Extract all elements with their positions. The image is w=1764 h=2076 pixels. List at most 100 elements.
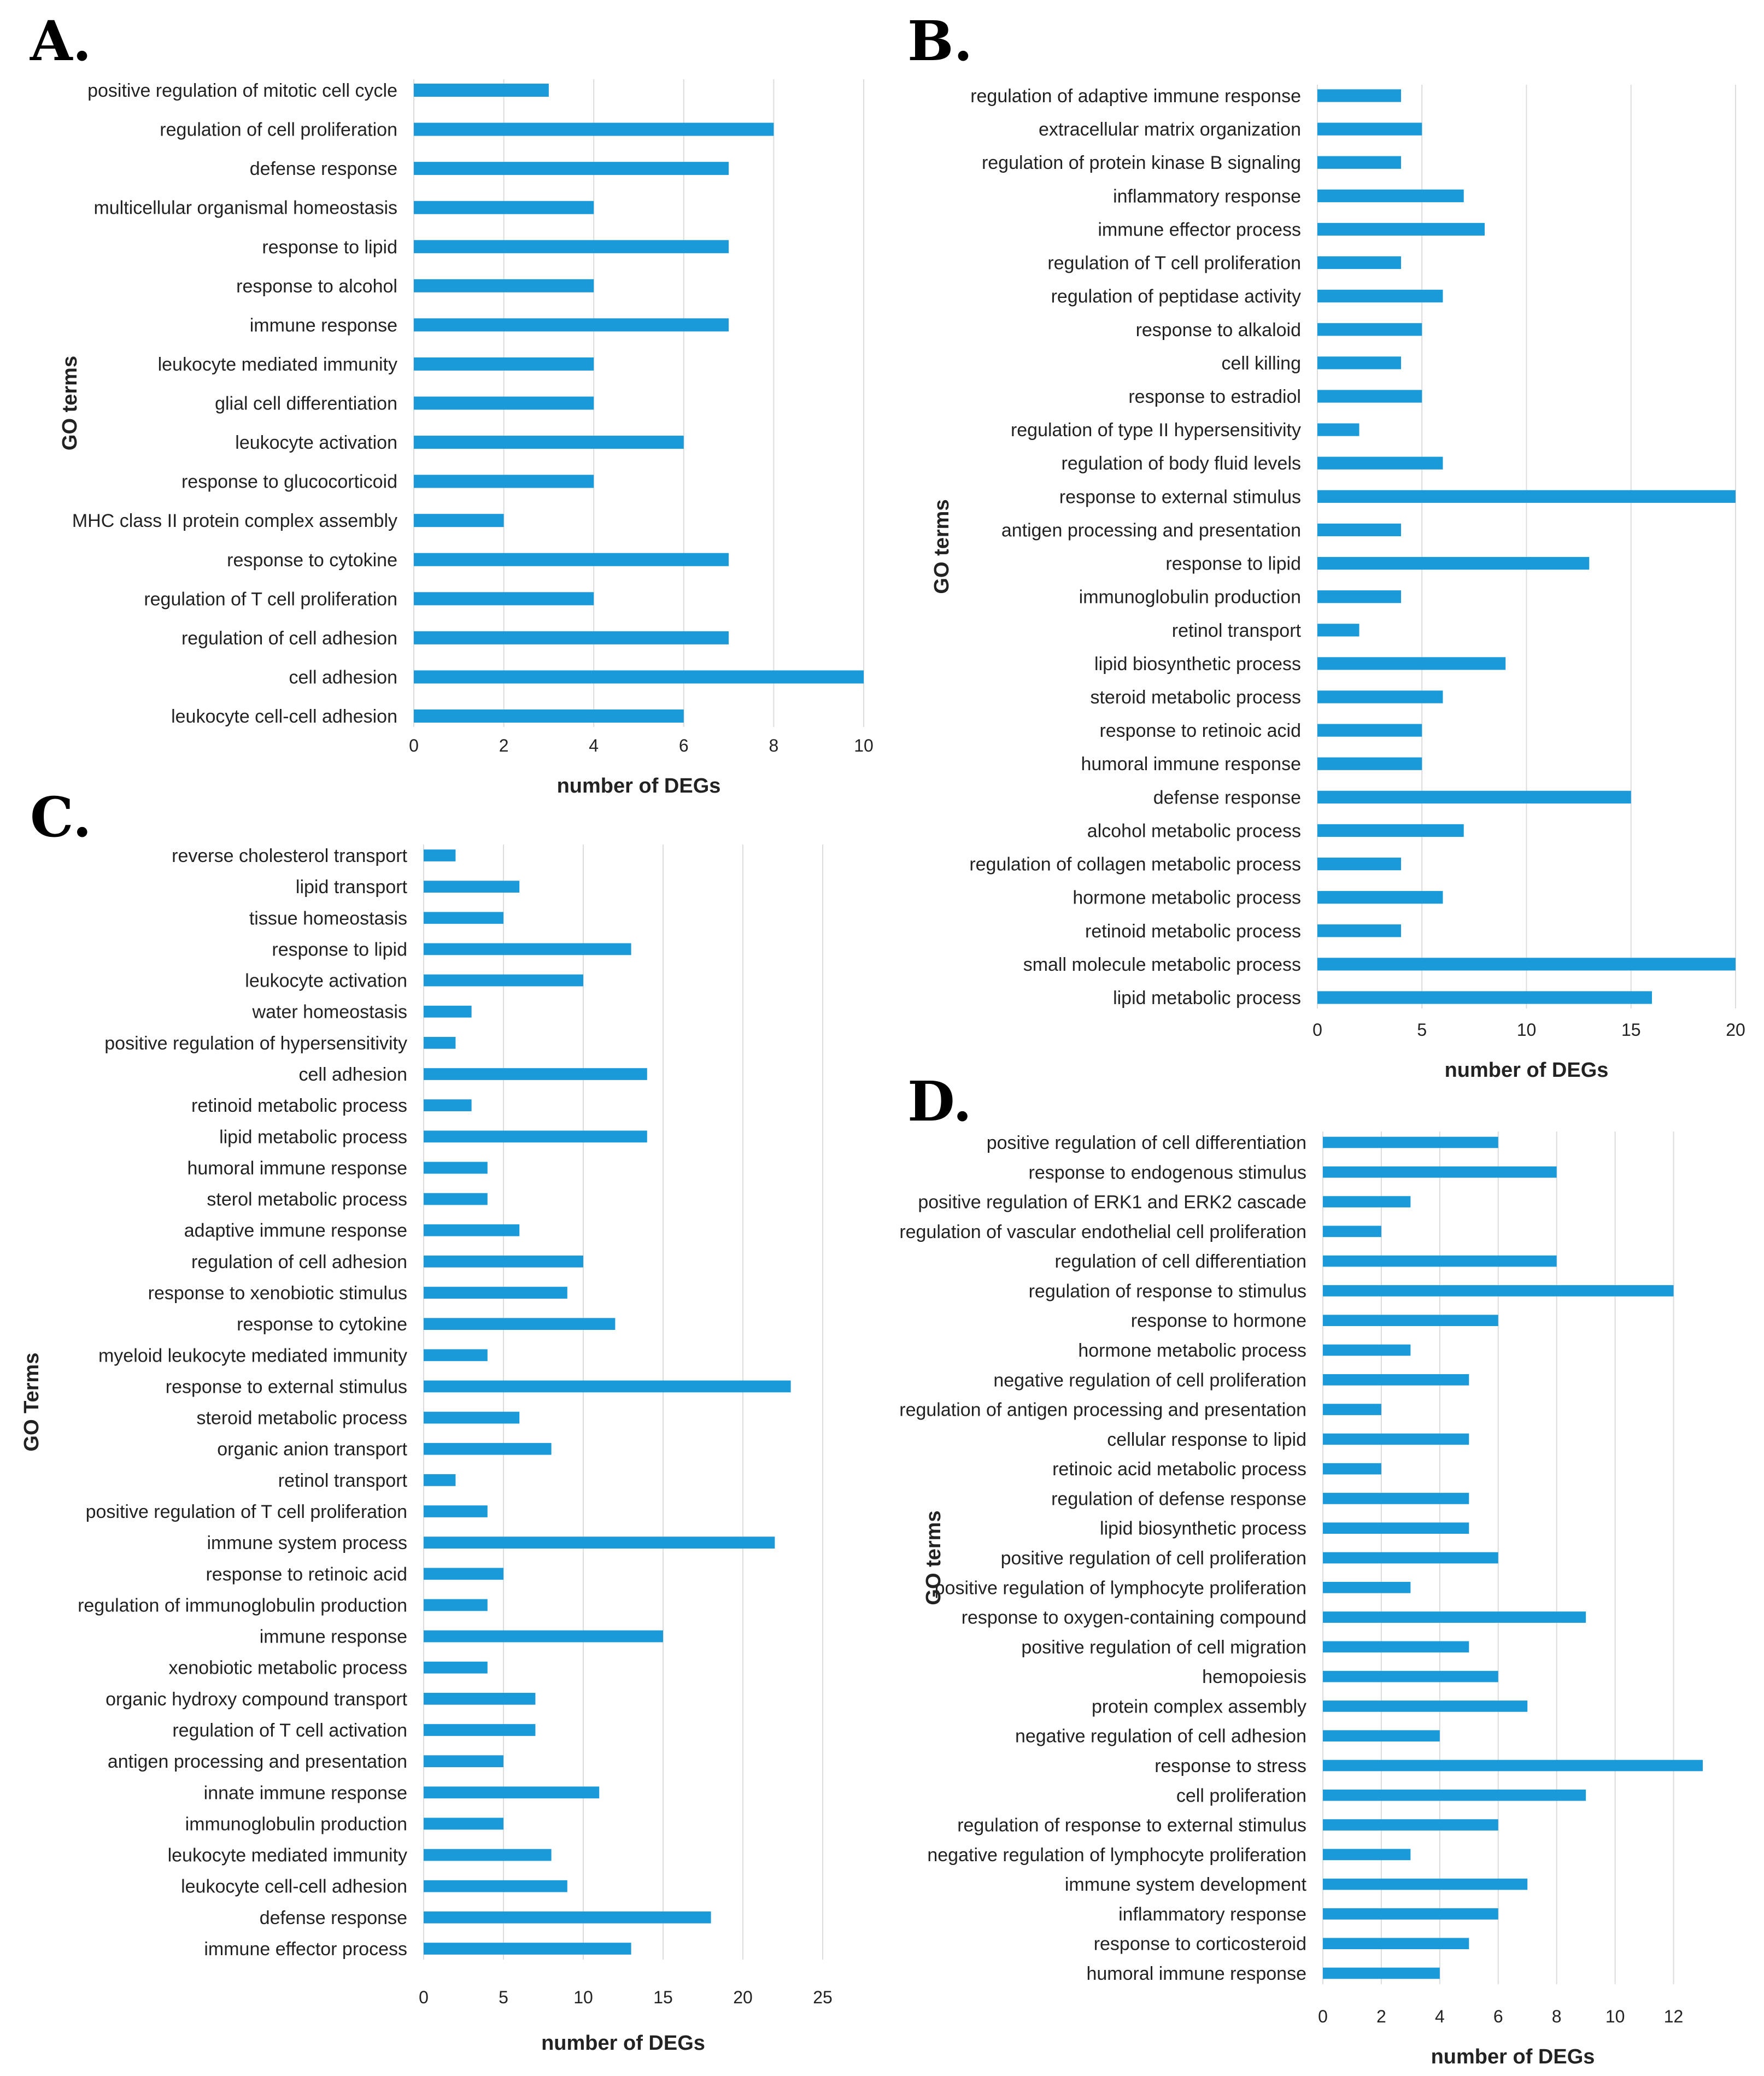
bar bbox=[424, 943, 631, 955]
category-label: lipid metabolic process bbox=[1113, 988, 1301, 1008]
category-label: immunoglobulin production bbox=[185, 1814, 407, 1834]
panel-a: A. 0 2 4 6 8 10 positive regulation of mitotic … bbox=[0, 0, 896, 820]
category-label: myeloid leukocyte mediated immunity bbox=[98, 1345, 407, 1366]
bar bbox=[1323, 1463, 1381, 1475]
category-label: adaptive immune response bbox=[184, 1221, 407, 1241]
bar bbox=[424, 1505, 488, 1517]
tick-label: 15 bbox=[653, 1987, 673, 2007]
bar bbox=[414, 631, 729, 644]
bar bbox=[424, 1724, 536, 1736]
category-label: regulation of T cell proliferation bbox=[1047, 253, 1301, 274]
category-label: cell killing bbox=[1222, 353, 1302, 374]
category-label: immune effector process bbox=[204, 1939, 407, 1960]
bar bbox=[1323, 1493, 1469, 1504]
category-label: hormone metabolic process bbox=[1073, 888, 1301, 908]
category-label: reverse cholesterol transport bbox=[172, 846, 407, 866]
category-label: regulation of antigen processing and pre… bbox=[899, 1400, 1306, 1421]
category-label: steroid metabolic process bbox=[196, 1408, 407, 1429]
category-label: lipid transport bbox=[296, 877, 408, 898]
x-axis-title: number of DEGs bbox=[557, 775, 721, 797]
tick-label: 8 bbox=[769, 736, 779, 755]
panel-letter: A. bbox=[30, 9, 91, 73]
category-label: antigen processing and presentation bbox=[1001, 520, 1301, 541]
bar bbox=[1323, 1611, 1586, 1623]
category-label: leukocyte cell-cell adhesion bbox=[171, 706, 397, 727]
bar bbox=[424, 1349, 488, 1362]
panel-c: C. 0 5 10 15 20 25 reverse cholesterol transpor… bbox=[0, 771, 896, 2076]
category-label: lipid biosynthetic process bbox=[1094, 654, 1301, 675]
panel-letter: B. bbox=[907, 9, 972, 73]
bar bbox=[1317, 390, 1422, 403]
category-label: cellular response to lipid bbox=[1107, 1429, 1306, 1450]
bar bbox=[424, 1380, 791, 1393]
category-label: response to alcohol bbox=[236, 276, 397, 297]
bar bbox=[424, 912, 503, 924]
bar bbox=[1317, 189, 1464, 202]
bar bbox=[1317, 924, 1401, 937]
category-label: defense response bbox=[1153, 787, 1301, 808]
tick-label: 4 bbox=[589, 736, 599, 755]
panel-letter: D. bbox=[907, 1069, 972, 1134]
category-label: hormone metabolic process bbox=[1078, 1340, 1306, 1361]
bar bbox=[1317, 891, 1443, 904]
y-axis-title: GO terms bbox=[922, 1510, 945, 1605]
tick-label: 15 bbox=[1621, 1020, 1641, 1040]
bar bbox=[1323, 1433, 1469, 1445]
category-label: response to xenobiotic stimulus bbox=[148, 1283, 407, 1304]
category-label: regulation of response to stimulus bbox=[1029, 1281, 1306, 1301]
bar bbox=[1323, 1849, 1411, 1861]
bar bbox=[424, 1911, 711, 1923]
bar bbox=[424, 1849, 552, 1861]
category-label: innate immune response bbox=[204, 1782, 407, 1803]
tick-label: 25 bbox=[813, 1987, 833, 2007]
category-label: regulation of adaptive immune response bbox=[970, 86, 1301, 107]
category-label: response to oxygen-containing compound bbox=[962, 1608, 1306, 1628]
bar bbox=[414, 709, 684, 723]
bar bbox=[1317, 456, 1443, 470]
bar bbox=[1323, 1374, 1469, 1386]
category-label: leukocyte mediated immunity bbox=[158, 354, 397, 375]
bar bbox=[1323, 1730, 1440, 1742]
tick-label: 12 bbox=[1664, 2007, 1684, 2026]
bar bbox=[1323, 1670, 1498, 1682]
category-label: regulation of type II hypersensitivity bbox=[1011, 420, 1301, 441]
category-label: positive regulation of lymphocyte prolif… bbox=[935, 1577, 1306, 1598]
bar bbox=[1323, 1878, 1528, 1890]
category-label: immune response bbox=[260, 1627, 407, 1647]
category-label: lipid metabolic process bbox=[219, 1127, 407, 1147]
y-axis-title: GO Terms bbox=[20, 1353, 43, 1452]
tick-label: 5 bbox=[499, 1987, 508, 2007]
category-label: immunoglobulin production bbox=[1079, 587, 1301, 608]
category-label: organic hydroxy compound transport bbox=[106, 1689, 407, 1710]
bar bbox=[1317, 290, 1443, 303]
bar bbox=[424, 1130, 647, 1143]
category-label: cell proliferation bbox=[1176, 1785, 1306, 1806]
bar bbox=[1317, 690, 1443, 703]
category-label: glial cell differentiation bbox=[215, 394, 397, 414]
category-label: regulation of defense response bbox=[1051, 1488, 1306, 1509]
category-label: regulation of cell adhesion bbox=[191, 1252, 407, 1272]
bar bbox=[1317, 323, 1422, 336]
bar bbox=[1317, 490, 1736, 503]
bar bbox=[1323, 1166, 1557, 1178]
category-label: hemopoiesis bbox=[1202, 1667, 1306, 1687]
bar bbox=[424, 1474, 456, 1486]
category-label: response to alkaloid bbox=[1136, 320, 1301, 341]
category-label: inflammatory response bbox=[1118, 1904, 1306, 1925]
bar bbox=[1323, 1255, 1557, 1267]
tick-label: 0 bbox=[1318, 2007, 1328, 2026]
bar bbox=[1317, 824, 1464, 837]
bar bbox=[1323, 1789, 1586, 1801]
category-label: regulation of T cell proliferation bbox=[144, 589, 397, 609]
bar bbox=[414, 357, 594, 371]
category-label: positive regulation of ERK1 and ERK2 cas… bbox=[918, 1192, 1306, 1213]
category-label: humoral immune response bbox=[1081, 754, 1301, 775]
category-label: inflammatory response bbox=[1113, 186, 1301, 207]
category-label: regulation of body fluid levels bbox=[1062, 453, 1302, 474]
category-label: leukocyte cell-cell adhesion bbox=[181, 1876, 407, 1897]
bar bbox=[424, 1786, 600, 1799]
category-label: immune system development bbox=[1065, 1874, 1307, 1895]
bar bbox=[414, 553, 729, 566]
bar bbox=[414, 592, 594, 606]
category-label: response to glucocorticoid bbox=[181, 472, 397, 492]
